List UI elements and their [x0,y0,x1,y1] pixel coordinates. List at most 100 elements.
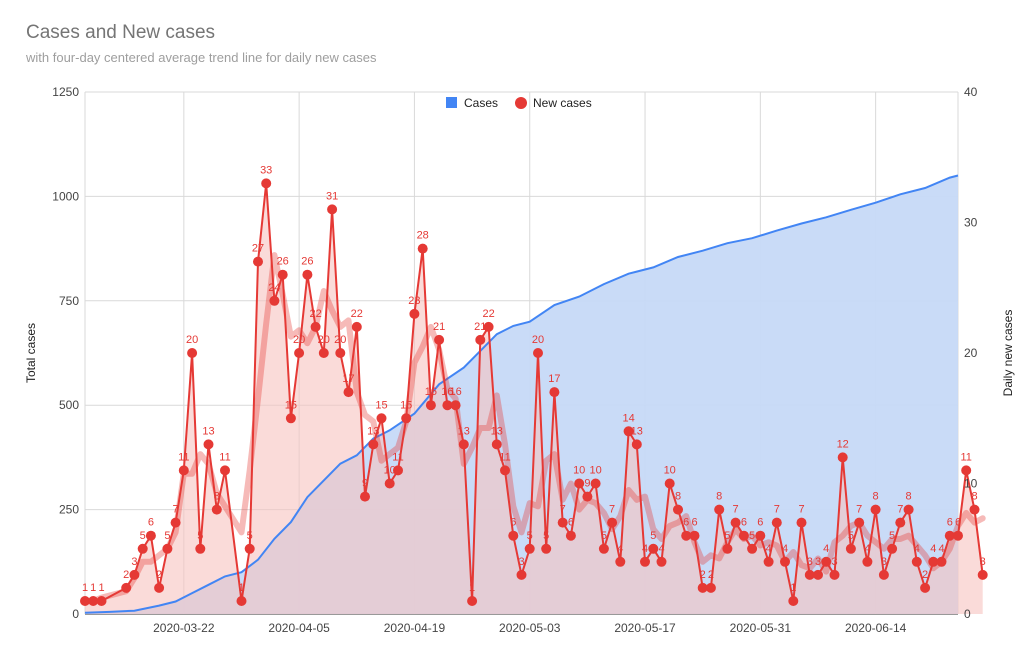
y-left-tick-label: 0 [72,607,79,621]
new-cases-data-label: 4 [782,543,788,555]
new-cases-point [253,256,263,267]
new-cases-point [269,295,280,306]
new-cases-data-label: 2 [708,569,714,581]
new-cases-data-label: 4 [658,543,664,555]
new-cases-data-label: 5 [601,530,607,542]
new-cases-point [738,530,749,541]
new-cases-point [870,504,881,515]
new-cases-data-label: 6 [148,517,154,529]
new-cases-point [928,556,939,567]
new-cases-data-label: 27 [252,243,264,255]
new-cases-data-label: 7 [856,504,862,516]
new-cases-point [220,465,230,476]
new-cases-point [895,517,906,528]
new-cases-data-label: 13 [631,425,643,437]
new-cases-point [582,491,593,502]
new-cases-point [475,334,486,345]
new-cases-point [285,413,296,424]
new-cases-data-label: 1 [98,582,104,594]
legend[interactable]: Cases New cases [446,96,592,110]
new-cases-data-label: 1 [90,582,96,594]
new-cases-point [681,530,692,541]
new-cases-point [714,504,725,515]
new-cases-data-label: 16 [441,386,453,398]
chart-title: Cases and New cases [26,22,216,43]
new-cases-data-label: 5 [889,530,895,542]
new-cases-point [854,517,865,528]
new-cases-data-label: 5 [164,530,170,542]
new-cases-point [318,348,329,358]
new-cases-data-label: 11 [392,451,403,463]
new-cases-point [829,569,840,580]
new-cases-data-label: 9 [362,478,368,490]
new-cases-point [384,478,395,489]
axes: Total cases Daily new cases 025050075010… [24,85,1015,635]
new-cases-point [516,569,527,580]
legend-cases-label: Cases [464,96,498,110]
new-cases-point [788,596,799,606]
new-cases-point [467,596,478,606]
new-cases-data-label: 26 [301,256,313,268]
new-cases-point [673,504,683,515]
new-cases-data-label: 8 [971,491,977,503]
new-cases-data-label: 3 [815,556,821,568]
new-cases-point [541,543,552,554]
y-left-tick-label: 500 [59,398,79,412]
new-cases-data-label: 10 [589,465,601,477]
new-cases-data-label: 6 [757,517,763,529]
new-cases-point [343,387,354,398]
new-cases-data-label: 1 [790,582,796,594]
new-cases-data-label: 17 [342,373,354,385]
new-cases-data-label: 6 [741,517,747,529]
new-cases-point [977,569,988,580]
x-tick-label: 2020-04-05 [268,621,330,635]
new-cases-point [961,465,972,476]
new-cases-data-label: 17 [548,373,560,385]
new-cases-data-label: 12 [837,438,849,450]
data-labels: 1 1 12356257112051381115273324261520262220… [82,164,986,594]
new-cases-data-label: 5 [140,530,146,542]
new-cases-point [360,491,370,502]
new-cases-data-label: 23 [408,295,420,307]
new-cases-point [491,439,502,450]
new-cases-point [162,543,173,554]
new-cases-point [887,543,898,554]
x-tick-label: 2020-06-14 [845,621,907,635]
y-right-tick-label: 40 [964,85,978,99]
new-cases-point [442,400,453,411]
new-cases-data-label: 6 [683,517,689,529]
new-cases-data-label: 5 [724,530,730,542]
data-points [80,178,988,606]
new-cases-data-label: 24 [268,282,280,294]
new-cases-data-label: 7 [609,504,615,516]
new-cases-point [80,596,90,606]
new-cases-data-label: 5 [749,530,755,542]
y-left-tick-label: 750 [59,294,79,308]
new-cases-data-label: 4 [642,543,648,555]
new-cases-point [351,321,362,332]
new-cases-point [211,504,222,515]
legend-cases-swatch [446,97,457,108]
new-cases-data-label: 4 [914,543,920,555]
new-cases-point [524,543,535,554]
new-cases-point [903,504,914,515]
new-cases-point [763,556,774,567]
new-cases-point [878,569,889,580]
new-cases-point [911,556,922,567]
new-cases-point [425,400,436,411]
y-left-tick-label: 1250 [52,85,79,99]
new-cases-point [187,348,198,358]
new-cases-point [302,269,313,280]
new-cases-point [434,334,445,345]
new-cases-data-label: 14 [622,412,634,424]
new-cases-data-label: 6 [955,517,961,529]
new-cases-data-label: 5 [650,530,656,542]
new-cases-point [261,178,272,189]
new-cases-data-label: 13 [202,425,214,437]
new-cases-data-label: 6 [510,517,516,529]
new-cases-point [607,517,618,528]
new-cases-data-label: 33 [260,164,272,176]
new-cases-data-label: 11 [178,451,189,463]
new-cases-point [755,530,766,541]
new-cases-data-label: 20 [532,334,544,346]
